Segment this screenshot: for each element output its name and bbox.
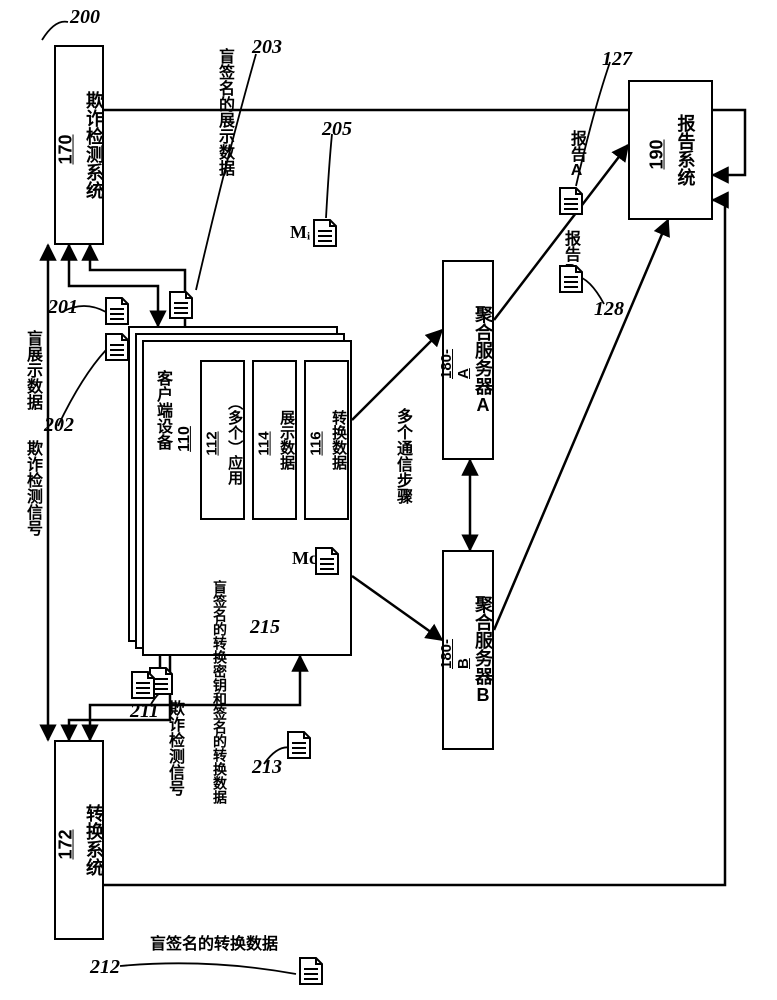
box-convert-system: 转换系统 172 — [54, 740, 104, 940]
document-icon — [286, 730, 312, 760]
box-conv-data: 转换数据 116 — [304, 360, 349, 520]
box-report-system: 报告系统 190 — [628, 80, 713, 220]
box-agg-server-a: 聚合服务器A 180-A — [442, 260, 494, 460]
ref-203: 203 — [252, 36, 282, 59]
label-201: 盲展示数据 — [20, 330, 44, 410]
ref-127: 127 — [602, 48, 632, 71]
label-212: 盲签名的转换数据 — [150, 930, 278, 954]
client-device-num: 110 — [176, 426, 194, 452]
ref-202: 202 — [44, 414, 74, 437]
label-215: 盲签名的转换密钥和签名的转换数据 — [210, 580, 230, 804]
label-203: 盲签名的展示数据 — [212, 48, 236, 176]
box-show-data: 展示数据 114 — [252, 360, 297, 520]
document-icon — [104, 296, 130, 326]
ref-128: 128 — [594, 298, 624, 321]
label-comm-steps: 多个通信步骤 — [390, 408, 414, 504]
document-icon — [168, 290, 194, 320]
document-icon — [558, 186, 584, 216]
box-agg-server-b: 聚合服务器B 180-B — [442, 550, 494, 750]
ref-201: 201 — [48, 296, 78, 319]
document-icon — [298, 956, 324, 986]
label-211: 欺诈检测信号 — [162, 700, 186, 796]
box-apps: （多个）应用 112 — [200, 360, 245, 520]
msg-mi: Mᵢ — [290, 222, 310, 243]
box-num: 170 — [55, 134, 76, 164]
label-127: 报告A — [564, 130, 588, 179]
box-fraud-detection-system: 欺诈检测系统 170 — [54, 45, 104, 245]
label-202: 欺诈检测信号 — [20, 440, 44, 536]
document-icon — [130, 670, 156, 700]
ref-205: 205 — [322, 118, 352, 141]
ref-212: 212 — [90, 956, 120, 979]
box-label: 欺诈检测系统 — [81, 91, 107, 199]
ref-215: 215 — [250, 616, 280, 639]
document-icon — [104, 332, 130, 362]
ref-211: 211 — [130, 700, 159, 723]
document-icon — [314, 546, 340, 576]
ref-213: 213 — [252, 756, 282, 779]
document-icon — [312, 218, 338, 248]
document-icon — [558, 264, 584, 294]
ref-200: 200 — [70, 6, 100, 29]
client-device-title: 客户端设备 — [150, 370, 174, 450]
